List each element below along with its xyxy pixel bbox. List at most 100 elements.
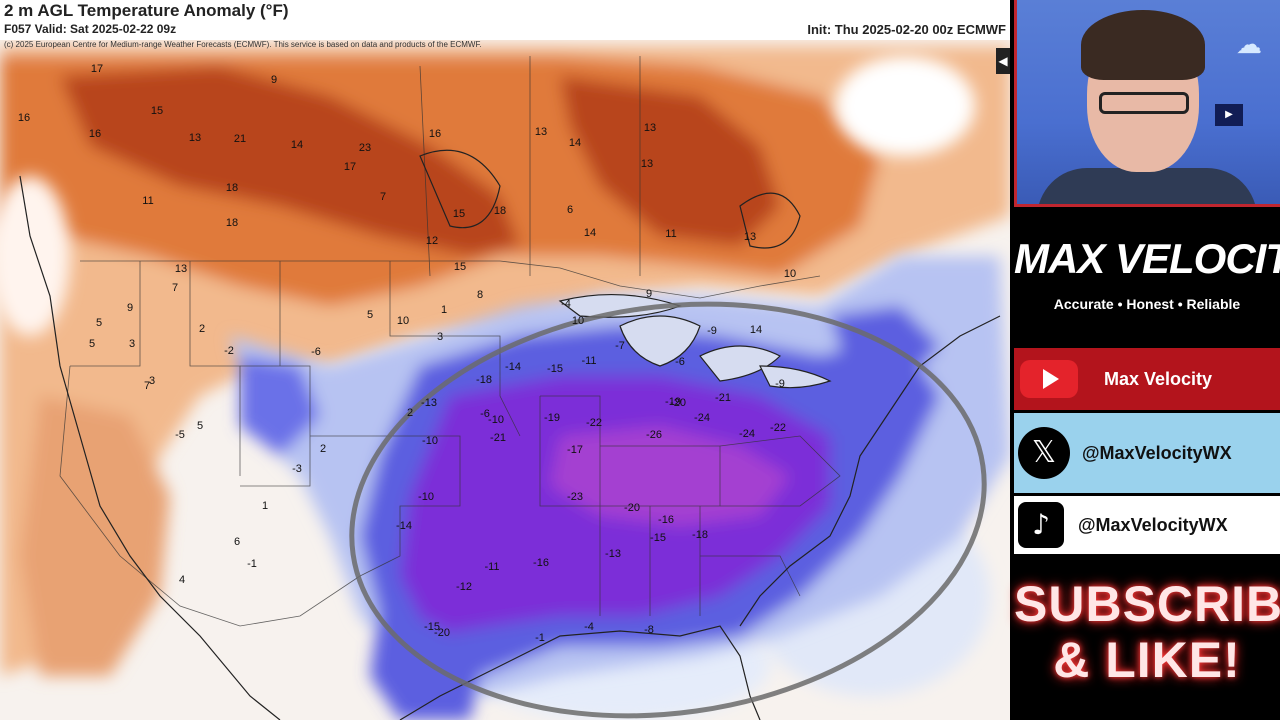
- anomaly-value-label: 10: [397, 315, 409, 327]
- anomaly-value-label: -20: [624, 502, 640, 514]
- anomaly-value-label: 5: [89, 338, 95, 350]
- anomaly-value-label: 13: [644, 122, 656, 134]
- anomaly-value-label: 11: [142, 195, 153, 207]
- anomaly-value-label: 16: [429, 128, 441, 140]
- anomaly-value-label: -9: [775, 378, 785, 390]
- anomaly-value-label: 9: [271, 74, 277, 86]
- anomaly-value-label: -3: [292, 463, 302, 475]
- anomaly-value-label: -13: [605, 548, 621, 560]
- anomaly-value-label: -15: [650, 532, 666, 544]
- anomaly-value-label: 14: [750, 324, 762, 336]
- anomaly-value-label: -6: [311, 346, 321, 358]
- anomaly-value-label: 17: [91, 63, 103, 75]
- anomaly-value-label: 13: [175, 263, 187, 275]
- cta-like: & LIKE!: [1053, 632, 1241, 688]
- anomaly-value-label: 1: [262, 500, 268, 512]
- anomaly-value-label: 1: [441, 304, 447, 316]
- lightning-cloud-icon: ☁: [1236, 29, 1262, 59]
- weather-map-panel: 2 m AGL Temperature Anomaly (°F) F057 Va…: [0, 0, 1010, 720]
- anomaly-value-label: -4: [584, 621, 594, 633]
- anomaly-value-label: -13: [421, 397, 437, 409]
- brand-tagline: Accurate • Honest • Reliable: [1053, 296, 1241, 312]
- anomaly-value-label: -19: [544, 412, 560, 424]
- anomaly-value-label: -6: [480, 408, 490, 420]
- anomaly-value-label: -20: [434, 627, 450, 639]
- anomaly-value-label: 4: [179, 574, 185, 586]
- anomaly-value-label: -23: [567, 491, 583, 503]
- anomaly-value-label: -24: [739, 428, 755, 440]
- anomaly-value-label: 2: [320, 443, 326, 455]
- anomaly-value-label: 6: [567, 204, 573, 216]
- anomaly-value-label: 13: [189, 132, 201, 144]
- x-logo-icon: 𝕏: [1018, 427, 1070, 479]
- anomaly-value-label: 8: [477, 289, 483, 301]
- anomaly-value-label: -24: [694, 412, 710, 424]
- anomaly-value-label: 5: [96, 317, 102, 329]
- presenter-shirt: [1037, 168, 1257, 204]
- anomaly-value-label: 14: [584, 227, 596, 239]
- anomaly-value-label: 7: [144, 380, 150, 392]
- side-panel: ☁ ▶ MAX VELOCITY Accurate • Honest • Rel…: [1010, 0, 1280, 720]
- anomaly-value-label: -9: [707, 325, 717, 337]
- anomaly-value-label: 10: [572, 315, 584, 327]
- warm-anomaly-field: [0, 46, 1010, 676]
- anomaly-value-label: 18: [226, 182, 238, 194]
- anomaly-value-label: 21: [234, 133, 246, 145]
- tiktok-handle: @MaxVelocityWX: [1078, 514, 1228, 535]
- anomaly-value-label: -1: [247, 558, 257, 570]
- anomaly-value-label: 5: [197, 420, 203, 432]
- map-credit: (c) 2025 European Centre for Medium-rang…: [4, 40, 482, 49]
- anomaly-value-label: 10: [784, 268, 796, 280]
- anomaly-value-label: 2: [407, 407, 413, 419]
- tiktok-account-link[interactable]: ♪ @MaxVelocityWX: [1014, 496, 1280, 554]
- anomaly-value-label: 3: [149, 375, 155, 387]
- anomaly-value-label: -4: [561, 298, 571, 310]
- anomaly-value-label: -18: [476, 374, 492, 386]
- cta-subscribe: SUBSCRIBE: [1014, 576, 1280, 632]
- anomaly-value-label: -10: [418, 491, 434, 503]
- anomaly-value-label: -7: [615, 340, 625, 352]
- presenter-glasses: [1099, 92, 1189, 114]
- anomaly-value-label: 11: [665, 228, 676, 240]
- anomaly-value-label: -22: [770, 422, 786, 434]
- background-screen-icon: ▶: [1215, 104, 1243, 126]
- anomaly-value-label: 13: [744, 231, 756, 243]
- anomaly-value-label: -12: [456, 581, 472, 593]
- circled-region-annotation: [349, 301, 987, 719]
- map-header: 2 m AGL Temperature Anomaly (°F) F057 Va…: [0, 0, 1010, 40]
- anomaly-value-label: 16: [89, 128, 101, 140]
- anomaly-value-label: 18: [494, 205, 506, 217]
- anomaly-value-label: 17: [344, 161, 356, 173]
- anomaly-value-label: 15: [151, 105, 163, 117]
- map-valid-time: F057 Valid: Sat 2025-02-22 09z: [4, 22, 177, 36]
- anomaly-value-label: 7: [380, 191, 386, 203]
- anomaly-value-label: -26: [646, 429, 662, 441]
- webcam-feed: ☁ ▶: [1014, 0, 1280, 207]
- anomaly-value-label: -16: [658, 514, 674, 526]
- anomaly-value-label: 12: [426, 235, 438, 247]
- anomaly-value-label: 13: [535, 126, 547, 138]
- anomaly-value-label: 9: [127, 302, 133, 314]
- subscribe-cta: SUBSCRIBE & LIKE!: [1014, 556, 1280, 720]
- x-handle: @MaxVelocityWX: [1082, 442, 1232, 463]
- anomaly-value-label: -11: [484, 561, 499, 573]
- anomaly-value-label: -22: [586, 417, 602, 429]
- anomaly-value-label: -10: [488, 414, 504, 426]
- anomaly-value-label: 18: [226, 217, 238, 229]
- anomaly-value-label: -6: [675, 356, 685, 368]
- anomaly-value-label: 9: [646, 288, 652, 300]
- anomaly-value-label: -2: [224, 345, 234, 357]
- anomaly-value-label: 16: [18, 112, 30, 124]
- anomaly-value-label: -17: [567, 444, 583, 456]
- anomaly-value-label: 15: [453, 208, 465, 220]
- anomaly-value-label: -8: [644, 624, 654, 636]
- x-account-link[interactable]: 𝕏 @MaxVelocityWX: [1014, 413, 1280, 493]
- coastlines: [19, 149, 1001, 720]
- map-init-time: Init: Thu 2025-02-20 00z ECMWF: [807, 22, 1006, 37]
- anomaly-value-label: -18: [692, 529, 708, 541]
- anomaly-value-label: -15: [547, 363, 563, 375]
- youtube-channel-link[interactable]: Max Velocity: [1014, 348, 1280, 410]
- collapse-arrow-icon[interactable]: ◀: [996, 48, 1010, 74]
